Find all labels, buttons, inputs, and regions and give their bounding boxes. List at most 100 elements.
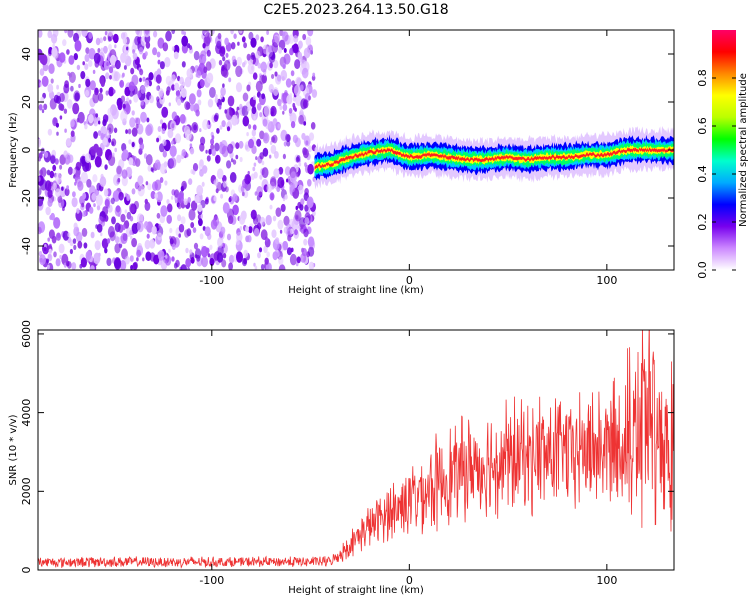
- noise-speckle: [104, 199, 110, 208]
- noise-speckle: [108, 137, 112, 143]
- noise-speckle: [152, 47, 158, 56]
- noise-speckle: [190, 257, 195, 264]
- noise-speckle: [226, 126, 231, 132]
- noise-speckle: [67, 261, 72, 269]
- noise-speckle: [235, 154, 239, 160]
- noise-speckle: [46, 258, 50, 264]
- noise-speckle: [114, 147, 117, 153]
- noise-speckle: [269, 62, 273, 69]
- noise-speckle: [286, 94, 293, 105]
- noise-speckle: [160, 205, 168, 217]
- noise-speckle: [130, 206, 135, 213]
- noise-speckle: [204, 32, 212, 44]
- noise-speckle: [235, 65, 243, 78]
- noise-speckle: [137, 213, 144, 224]
- noise-speckle: [242, 92, 249, 102]
- noise-speckle: [145, 181, 149, 186]
- noise-speckle: [41, 196, 45, 201]
- noise-speckle: [272, 87, 279, 96]
- noise-speckle: [106, 61, 109, 67]
- noise-speckle: [166, 203, 173, 213]
- ytick-label: 6000: [20, 320, 33, 348]
- noise-speckle: [257, 252, 261, 259]
- noise-speckle: [174, 82, 180, 92]
- noise-speckle: [73, 174, 76, 179]
- noise-speckle: [255, 34, 260, 41]
- noise-speckle: [215, 94, 218, 99]
- noise-speckle: [156, 51, 161, 58]
- noise-speckle: [40, 54, 48, 66]
- noise-speckle: [191, 122, 199, 134]
- noise-speckle: [103, 36, 107, 42]
- noise-speckle: [239, 103, 243, 110]
- noise-speckle: [242, 115, 250, 127]
- noise-speckle: [146, 117, 150, 123]
- noise-speckle: [38, 138, 42, 146]
- noise-speckle: [85, 78, 91, 88]
- noise-speckle: [95, 37, 101, 46]
- noise-speckle: [260, 36, 264, 43]
- noise-speckle: [224, 63, 227, 69]
- noise-speckle: [64, 187, 70, 197]
- noise-speckle: [262, 44, 269, 55]
- noise-speckle: [292, 105, 296, 111]
- noise-speckle: [284, 194, 288, 200]
- noise-speckle: [94, 240, 101, 251]
- noise-speckle: [165, 75, 172, 86]
- noise-speckle: [305, 36, 312, 46]
- noise-speckle: [255, 156, 258, 161]
- noise-speckle: [258, 247, 263, 253]
- noise-speckle: [50, 78, 54, 84]
- noise-speckle: [300, 198, 305, 206]
- noise-speckle: [256, 186, 263, 197]
- noise-speckle: [144, 198, 148, 205]
- noise-speckle: [92, 69, 96, 74]
- noise-speckle: [204, 198, 209, 205]
- noise-speckle: [295, 205, 299, 211]
- noise-speckle: [280, 69, 288, 81]
- noise-speckle: [224, 37, 229, 46]
- noise-speckle: [199, 233, 204, 240]
- noise-speckle: [39, 169, 43, 176]
- noise-speckle: [130, 235, 133, 240]
- noise-speckle: [81, 30, 88, 37]
- noise-speckle: [171, 123, 175, 129]
- noise-speckle: [232, 159, 237, 165]
- noise-speckle: [72, 102, 80, 115]
- noise-speckle: [190, 200, 198, 211]
- noise-speckle: [69, 248, 73, 255]
- noise-speckle: [101, 238, 109, 249]
- noise-speckle: [50, 212, 55, 221]
- noise-speckle: [39, 82, 43, 87]
- noise-speckle: [283, 53, 291, 65]
- noise-speckle: [262, 132, 270, 144]
- noise-speckle: [108, 88, 114, 97]
- noise-speckle: [84, 153, 91, 164]
- noise-speckle: [221, 145, 229, 158]
- noise-speckle: [227, 143, 234, 154]
- noise-speckle: [66, 137, 72, 147]
- ytick-label: 0: [20, 567, 33, 574]
- noise-speckle: [144, 51, 148, 57]
- noise-speckle: [153, 30, 158, 38]
- noise-speckle: [196, 184, 204, 196]
- noise-speckle: [66, 99, 73, 109]
- noise-speckle: [107, 30, 114, 37]
- colorbar-tick-label: 0.4: [696, 165, 709, 183]
- noise-speckle: [266, 251, 271, 258]
- xtick-label: -100: [199, 274, 224, 287]
- noise-speckle: [44, 151, 49, 158]
- noise-speckle: [214, 97, 219, 104]
- noise-speckle: [74, 92, 80, 102]
- noise-speckle: [202, 165, 208, 174]
- xtick-label: 100: [596, 574, 617, 587]
- noise-speckle: [81, 227, 88, 237]
- noise-speckle: [252, 95, 256, 101]
- noise-speckle: [238, 140, 244, 149]
- noise-speckle: [120, 110, 128, 122]
- noise-speckle: [202, 42, 206, 49]
- noise-speckle: [166, 214, 172, 224]
- noise-speckle: [231, 114, 238, 126]
- noise-speckle: [107, 107, 113, 117]
